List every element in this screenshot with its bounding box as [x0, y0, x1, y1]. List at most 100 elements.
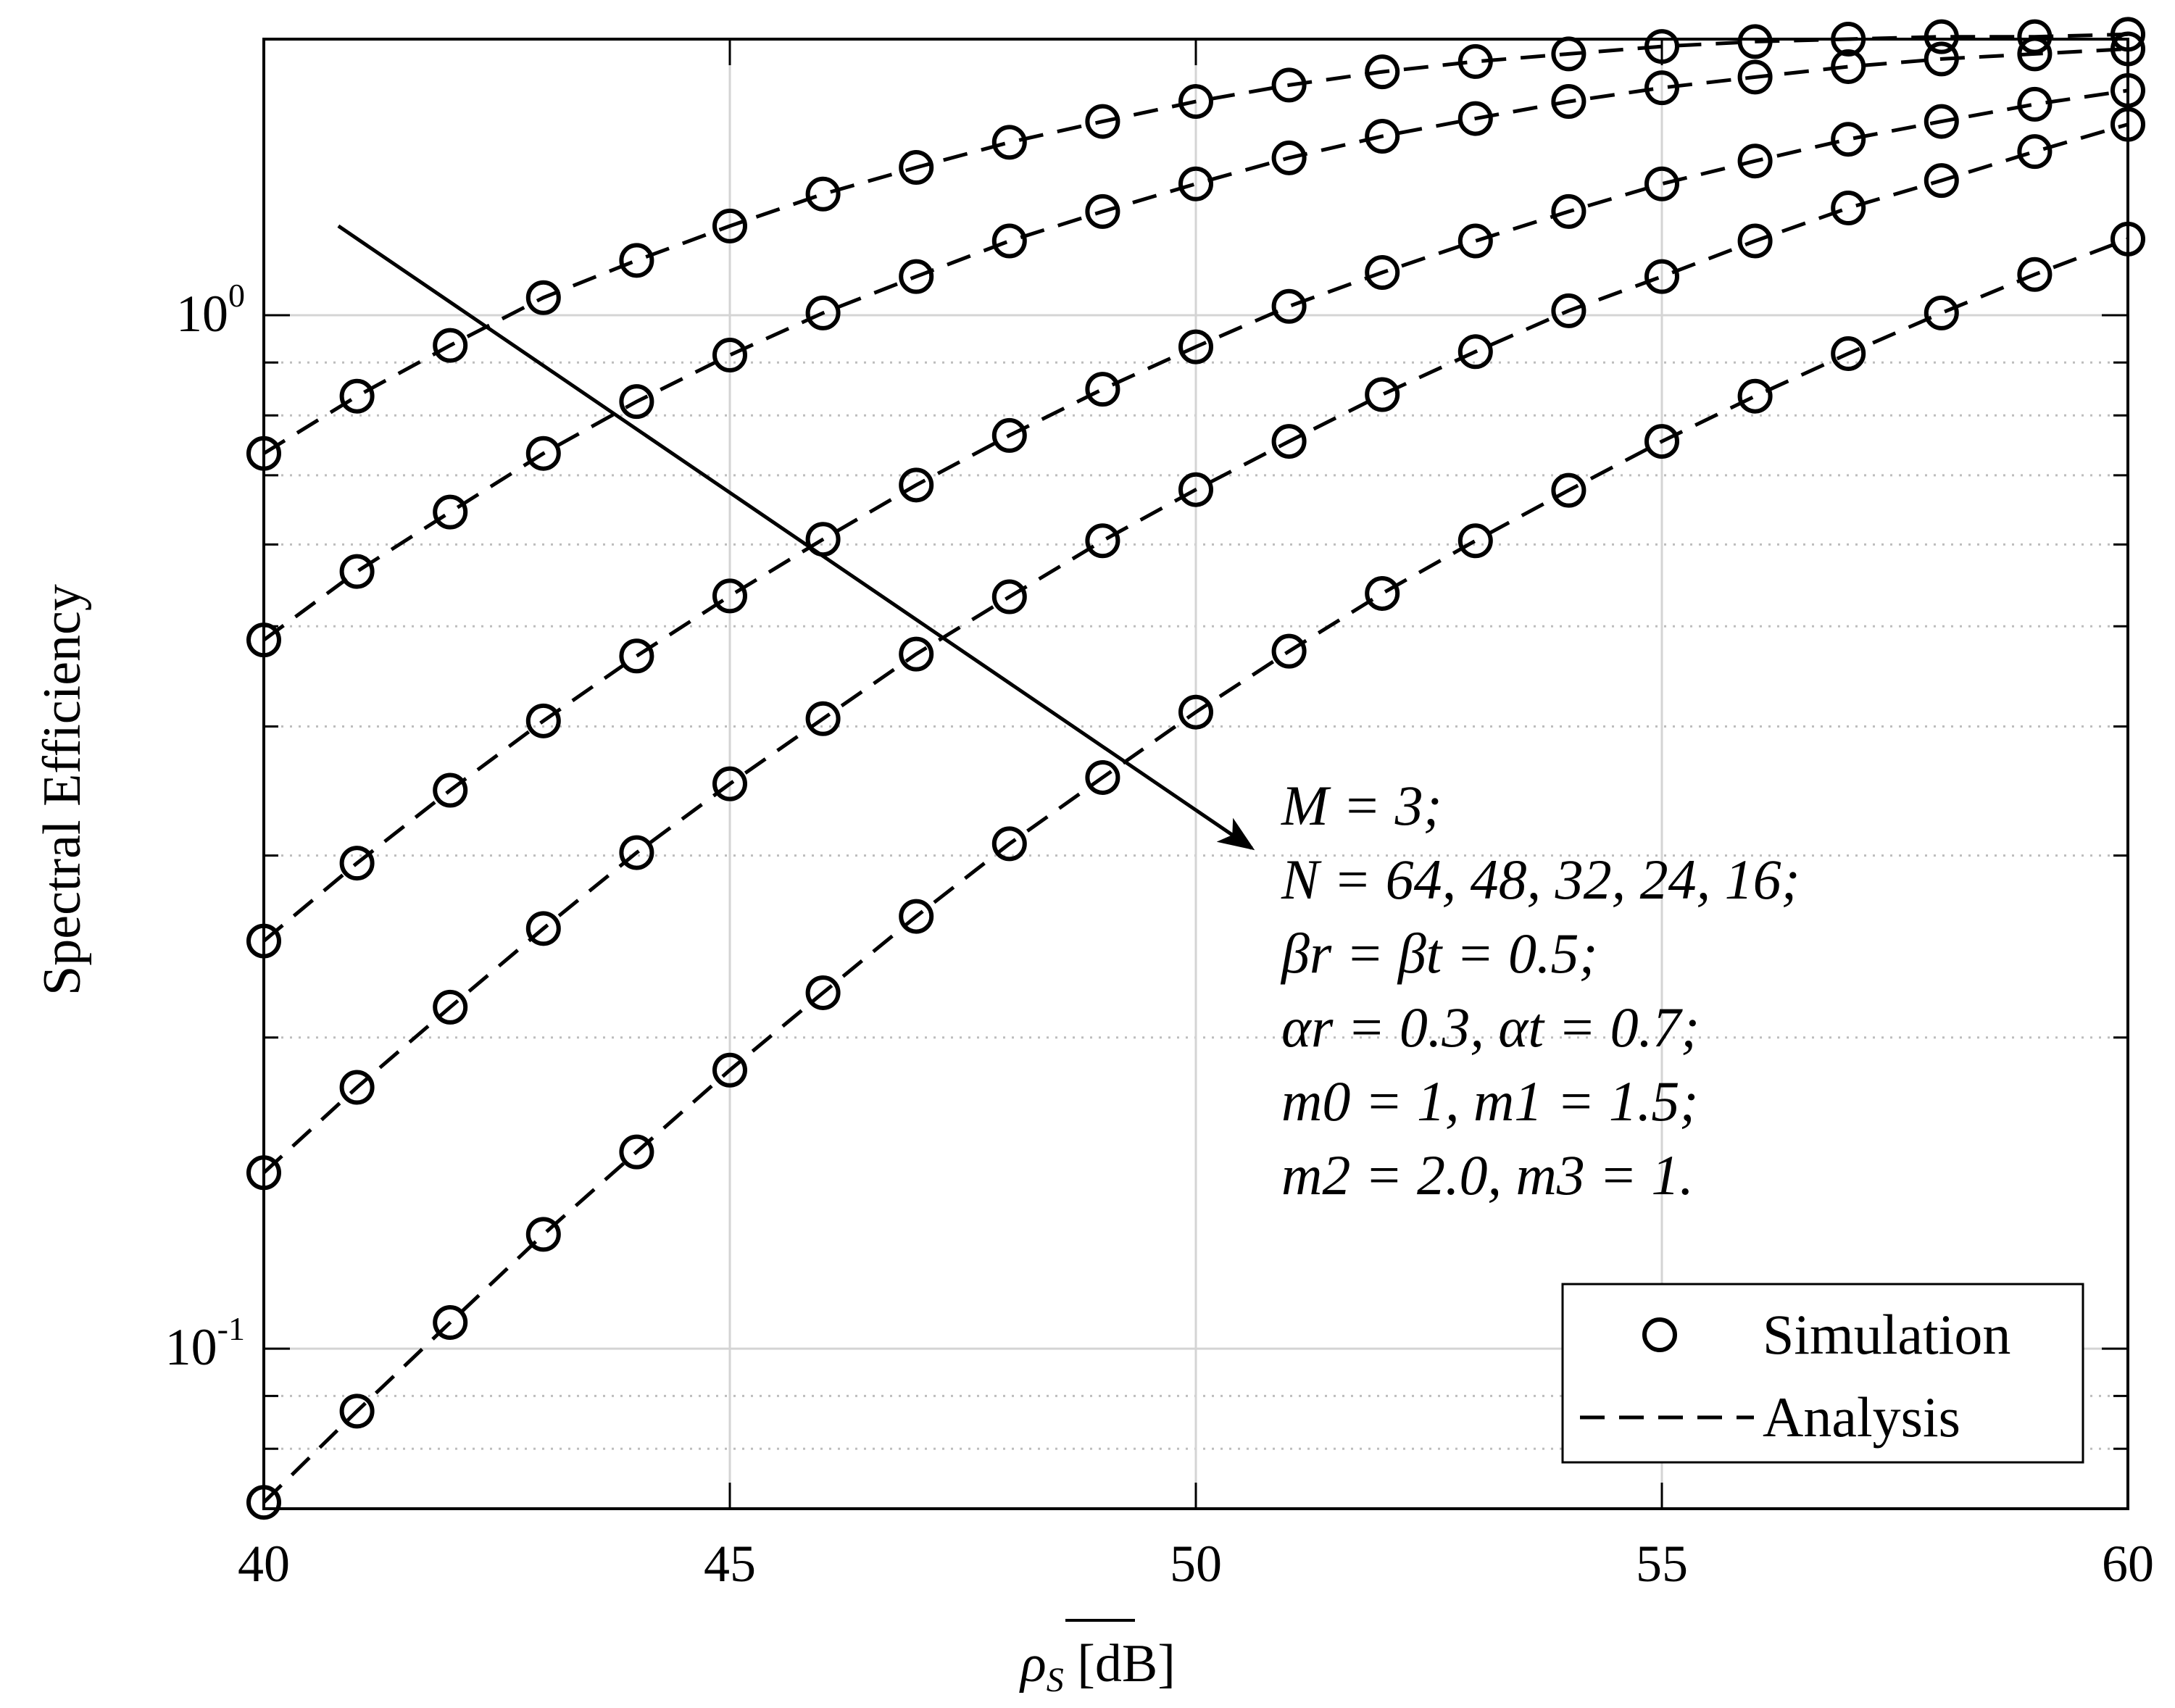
simulation-point [1644, 70, 1679, 106]
simulation-point [805, 176, 841, 212]
simulation-point [525, 280, 561, 315]
simulation-point [1831, 122, 1866, 157]
simulation-point [1924, 41, 1959, 77]
simulation-point [1271, 288, 1307, 324]
simulation-point [1831, 336, 1866, 371]
simulation-point [991, 125, 1027, 160]
simulation-point [339, 378, 375, 414]
annotation-line-2: N = 64, 48, 32, 24, 16; [1281, 848, 1800, 911]
simulation-point [1924, 19, 1959, 54]
y-tick-base: 10 [165, 1318, 217, 1376]
simulation-point [712, 1052, 747, 1088]
x-axis-label-sub: S [1047, 1661, 1064, 1699]
x-tick-label: 60 [2102, 1535, 2154, 1593]
analysis-line [262, 88, 2129, 943]
simulation-point [991, 579, 1027, 615]
simulation-point [1085, 193, 1120, 229]
simulation-point [991, 826, 1027, 862]
y-tick-label: 10-1 [165, 1310, 245, 1376]
simulation-point [1551, 193, 1586, 229]
simulation-point [1365, 54, 1400, 90]
simulation-point [1365, 377, 1400, 412]
simulation-point [1085, 372, 1120, 407]
analysis-line [262, 32, 2129, 455]
simulation-point [525, 911, 561, 946]
simulation-point [1365, 119, 1400, 154]
series-1 [246, 17, 2145, 471]
simulation-point [2110, 107, 2145, 142]
annotation-line-3: βr = βt = 0.5; [1280, 922, 1597, 985]
simulation-point [433, 328, 468, 363]
simulation-point [805, 975, 841, 1010]
annotation-line-5: m0 = 1, m1 = 1.5; [1281, 1070, 1698, 1133]
simulation-point [246, 923, 281, 959]
simulation-point [1551, 293, 1586, 328]
x-tick-label: 45 [704, 1535, 756, 1593]
simulation-point [1924, 104, 1959, 139]
simulation-point [1365, 575, 1400, 611]
simulation-point [805, 701, 841, 736]
simulation-point [1085, 759, 1120, 795]
simulation-point [1365, 254, 1400, 290]
simulation-point [246, 436, 281, 471]
simulation-point [1178, 166, 1213, 201]
simulation-point [2017, 257, 2053, 292]
simulation-point [1831, 190, 1866, 225]
y-tick-exponent: -1 [217, 1310, 245, 1347]
series-2 [246, 31, 2145, 658]
simulation-point [2110, 221, 2145, 257]
simulation-point [899, 150, 934, 186]
annotation-line-4: αr = 0.3, αt = 0.7; [1281, 996, 1700, 1059]
simulation-point [1737, 223, 1773, 259]
series-5 [246, 221, 2145, 1520]
x-axis-label: ρS [dB] [1019, 1619, 1176, 1699]
simulation-point [1178, 472, 1213, 507]
analysis-line [262, 47, 2129, 642]
y-tick-label: 100 [176, 277, 245, 343]
simulation-point [1644, 259, 1679, 294]
simulation-point [805, 295, 841, 330]
annotation-line-1: M = 3; [1281, 774, 1442, 837]
simulation-point [246, 1485, 281, 1520]
series-3 [246, 72, 2145, 959]
simulation-point [619, 638, 654, 674]
simulation-point [2110, 31, 2145, 67]
simulation-point [1271, 424, 1307, 459]
simulation-point [619, 243, 654, 278]
legend: Simulation Analysis [1561, 1283, 2084, 1464]
data-series [246, 17, 2145, 1520]
simulation-point [2017, 19, 2053, 54]
simulation-point [525, 436, 561, 471]
y-axis-label: Spectral Efficiency [33, 584, 92, 996]
simulation-point [1178, 84, 1213, 120]
simulation-point [619, 1134, 654, 1170]
simulation-point [1085, 523, 1120, 559]
simulation-point [712, 208, 747, 243]
x-tick-label: 40 [238, 1535, 290, 1593]
simulation-point [1457, 101, 1493, 136]
simulation-point [2110, 17, 2145, 52]
simulation-point [1178, 329, 1213, 364]
simulation-point [712, 766, 747, 801]
simulation-point [433, 989, 468, 1025]
simulation-point [1271, 67, 1307, 103]
legend-analysis-label: Analysis [1763, 1386, 1960, 1449]
simulation-point [1178, 694, 1213, 730]
simulation-point [339, 554, 375, 589]
simulation-point [1457, 334, 1493, 370]
simulation-point [1457, 43, 1493, 79]
simulation-point [433, 772, 468, 808]
analysis-line [262, 122, 2129, 1175]
simulation-point [2017, 134, 2053, 170]
annotation: M = 3; N = 64, 48, 32, 24, 16; βr = βt =… [337, 224, 1800, 1207]
simulation-point [899, 467, 934, 503]
x-tick-label: 55 [1636, 1535, 1688, 1593]
simulation-point [899, 259, 934, 294]
y-tick-exponent: 0 [228, 277, 245, 314]
simulation-point [525, 703, 561, 738]
y-tick-base: 10 [176, 285, 228, 343]
simulation-point [712, 578, 747, 614]
simulation-point [1737, 378, 1773, 414]
simulation-point [339, 1070, 375, 1105]
